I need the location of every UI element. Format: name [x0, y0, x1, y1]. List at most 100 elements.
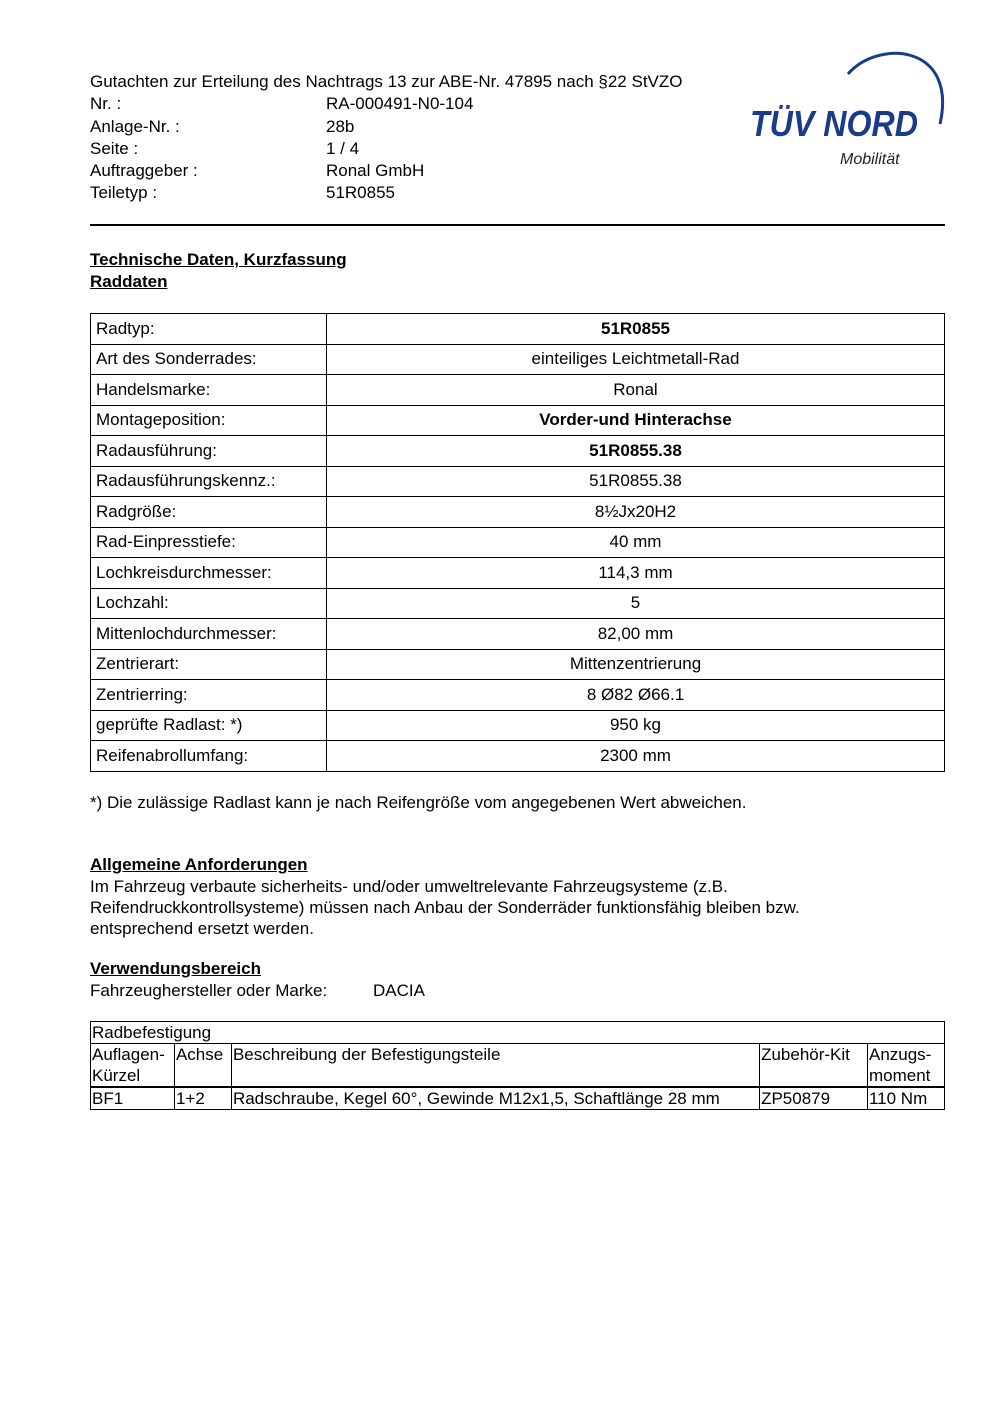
- svg-text:Mobilität: Mobilität: [840, 151, 900, 168]
- header-line: Kürzel: [92, 1066, 141, 1085]
- raddaten-table: Radtyp: 51R0855 Art des Sonderrades: eintei…: [90, 313, 945, 772]
- row-label: Rad-Einpresstiefe:: [90, 526, 327, 558]
- anforderungen-title: Allgemeine Anforderungen: [90, 855, 308, 874]
- header-field: Teiletyp : 51R0855: [90, 182, 683, 204]
- tuv-nord-logo: TÜV NORD Mobilität: [750, 51, 944, 168]
- row-value: Ronal: [326, 374, 945, 406]
- table-row: Zentrierring: 8 Ø82 Ø66.1: [90, 679, 945, 711]
- row-label: geprüfte Radlast: *): [90, 709, 327, 741]
- header-line: Auflagen-: [92, 1045, 165, 1064]
- text-line: Im Fahrzeug verbaute sicherheits- und/od…: [90, 877, 728, 896]
- document-title: Gutachten zur Erteilung des Nachtrags 13…: [90, 72, 683, 91]
- field-value: 51R0855: [326, 183, 396, 203]
- row-label: Radtyp:: [90, 313, 327, 345]
- row-label: Radausführungskennz.:: [90, 465, 327, 497]
- table-cell: ZP50879: [759, 1086, 868, 1110]
- field-label: Anlage-Nr. :: [90, 116, 180, 136]
- field-value: 1 / 4: [326, 138, 360, 158]
- verwendung-title: Verwendungsbereich: [90, 959, 261, 978]
- table-row: Art des Sonderrades: einteiliges Leichtme…: [90, 343, 945, 375]
- row-label: Zentrierart:: [90, 648, 327, 680]
- svg-text:TÜV NORD: TÜV NORD: [750, 103, 918, 144]
- column-header: Achse: [173, 1043, 232, 1088]
- table-row: Handelsmarke: Ronal: [90, 374, 945, 406]
- table-row: Lochzahl: 5: [90, 587, 945, 619]
- row-label: Mittenlochdurchmesser:: [90, 618, 327, 650]
- row-value: 5: [326, 587, 945, 619]
- row-value: Vorder-und Hinterachse: [326, 404, 945, 436]
- section-subtitle: Raddaten: [90, 272, 168, 291]
- row-value: Mittenzentrierung: [326, 648, 945, 680]
- field-label: Teiletyp :: [90, 183, 158, 203]
- row-label: Art des Sonderrades:: [90, 343, 327, 375]
- row-value: 51R0855.38: [326, 435, 945, 467]
- table-row: Rad-Einpresstiefe: 40 mm: [90, 526, 945, 558]
- table-row: Mittenlochdurchmesser: 82,00 mm: [90, 618, 945, 650]
- header-row: Auflagen- Kürzel Achse Beschreibung der Bef…: [90, 1043, 946, 1088]
- table-row: Radgröße: 8½Jx20H2: [90, 496, 945, 528]
- header-field: Seite : 1 / 4: [90, 138, 683, 160]
- table-cell: 1+2: [173, 1086, 232, 1110]
- table-row: Montageposition: Vorder-und Hinterachse: [90, 404, 945, 436]
- row-value: 8½Jx20H2: [326, 496, 945, 528]
- field-value: RA-000491-N0-104: [326, 94, 474, 114]
- column-header: Anzugs-moment: [866, 1043, 946, 1088]
- field-value: Ronal GmbH: [326, 161, 425, 181]
- table-cell: BF1: [90, 1086, 175, 1110]
- row-value: einteiliges Leichtmetall-Rad: [326, 343, 945, 375]
- row-value: 8 Ø82 Ø66.1: [326, 679, 945, 711]
- field-label: Auftraggeber :: [90, 161, 198, 181]
- header-field: Nr. : RA-000491-N0-104: [90, 93, 683, 115]
- field-value: 28b: [326, 116, 355, 136]
- table-cell: Radschraube, Kegel 60°, Gewinde M12x1,5,…: [230, 1086, 761, 1110]
- table-row: BF1 1+2 Radschraube, Kegel 60°, Gewinde M1…: [90, 1086, 946, 1110]
- footnote: *) Die zulässige Radlast kann je nach Re…: [90, 793, 747, 812]
- section-title: Technische Daten, Kurzfassung: [90, 250, 347, 269]
- row-label: Montageposition:: [90, 404, 327, 436]
- row-value: 82,00 mm: [326, 618, 945, 650]
- table-row: Reifenabrollumfang: 2300 mm: [90, 740, 945, 772]
- text-line: Reifendruckkontrollsysteme) müssen nach …: [90, 898, 800, 917]
- verwendung-row: Fahrzeughersteller oder Marke: DACIA: [90, 980, 425, 1001]
- row-label: Lochkreisdurchmesser:: [90, 557, 327, 589]
- header-line: Achse: [175, 1045, 224, 1064]
- row-value: 2300 mm: [326, 740, 945, 772]
- column-header: Auflagen- Kürzel: [90, 1043, 175, 1088]
- header-line: Beschreibung der Befestigungsteile: [232, 1045, 501, 1064]
- verwendung-label: Fahrzeughersteller oder Marke:: [90, 981, 328, 1000]
- table-row: Radausführungskennz.: 51R0855.38: [90, 465, 945, 497]
- field-label: Nr. :: [90, 94, 122, 114]
- row-label: Zentrierring:: [90, 679, 327, 711]
- table-row: geprüfte Radlast: *) 950 kg: [90, 709, 945, 741]
- row-value: 950 kg: [326, 709, 945, 741]
- column-header: Zubehör-Kit: [759, 1043, 868, 1088]
- header-field: Anlage-Nr. : 28b: [90, 116, 683, 138]
- row-value: 51R0855: [326, 313, 945, 345]
- row-value: 51R0855.38: [326, 465, 945, 497]
- row-value: 40 mm: [326, 526, 945, 558]
- table-row: Radtyp: 51R0855: [90, 313, 945, 345]
- row-label: Lochzahl:: [90, 587, 327, 619]
- header-divider: [90, 224, 945, 226]
- anforderungen-text: Im Fahrzeug verbaute sicherheits- und/od…: [90, 876, 800, 939]
- row-value: 114,3 mm: [326, 557, 945, 589]
- row-label: Radgröße:: [90, 496, 327, 528]
- header-line: Zubehör-Kit: [761, 1045, 850, 1064]
- table-cell: 110 Nm: [866, 1086, 946, 1110]
- document-header: Gutachten zur Erteilung des Nachtrags 13…: [90, 71, 683, 205]
- table-row: Radausführung: 51R0855.38: [90, 435, 945, 467]
- radbefestigung-title: Radbefestigung: [90, 1021, 945, 1044]
- column-header: Beschreibung der Befestigungsteile: [230, 1043, 761, 1088]
- header-line: moment: [868, 1066, 931, 1085]
- verwendung-value: DACIA: [373, 981, 425, 1000]
- text-line: entsprechend ersetzt werden.: [90, 919, 314, 938]
- header-field: Auftraggeber : Ronal GmbH: [90, 160, 683, 182]
- table-row: Zentrierart: Mittenzentrierung: [90, 648, 945, 680]
- radbefestigung-table: Radbefestigung Auflagen- Kürzel Achse Besch…: [90, 1021, 946, 1110]
- header-line: Anzugs-: [868, 1045, 932, 1064]
- row-label: Reifenabrollumfang:: [90, 740, 327, 772]
- table-row: Lochkreisdurchmesser: 114,3 mm: [90, 557, 945, 589]
- field-label: Seite :: [90, 138, 139, 158]
- row-label: Handelsmarke:: [90, 374, 327, 406]
- row-label: Radausführung:: [90, 435, 327, 467]
